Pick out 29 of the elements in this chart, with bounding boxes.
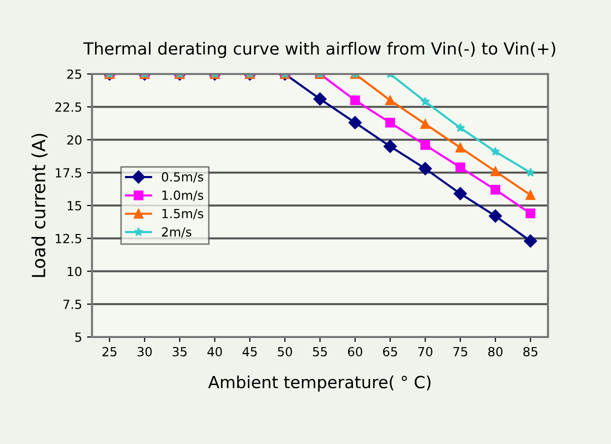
x-tick-label: 35 <box>172 346 187 356</box>
y-axis-title: Load current (A) <box>31 134 48 277</box>
y-tick-label: 7.5 <box>63 300 82 310</box>
x-tick-label: 50 <box>278 346 292 356</box>
y-tick-label: 12.5 <box>56 234 82 244</box>
x-axis-title: Ambient temperature( ° C) <box>208 375 430 392</box>
legend-label: 0.5m/s <box>162 172 204 183</box>
x-tick-label: 70 <box>418 346 432 356</box>
x-tick-label: 65 <box>383 346 398 356</box>
x-tick-label: 80 <box>488 346 503 356</box>
y-tick-label: 25 <box>67 69 82 79</box>
y-tick-label: 15 <box>68 201 82 210</box>
x-tick-label: 55 <box>313 347 327 356</box>
legend-label: 1.5m/s <box>162 209 204 220</box>
x-tick-label: 30 <box>138 346 152 356</box>
legend-label: 1.0m/s <box>162 190 204 201</box>
legend-label: 2m/s <box>162 227 192 238</box>
x-tick-label: 45 <box>242 347 257 356</box>
y-tick-label: 10 <box>68 266 82 276</box>
x-tick-label: 40 <box>207 346 222 356</box>
chart-title: Thermal derating curve with airflow from Vin(-) to Vin(+) <box>83 42 556 58</box>
y-tick-label: 22.5 <box>55 102 82 112</box>
y-tick-label: 17.5 <box>56 168 82 178</box>
x-tick-label: 75 <box>453 347 468 356</box>
y-tick-label: 20 <box>67 135 82 145</box>
x-tick-label: 85 <box>523 346 538 356</box>
y-tick-label: 5 <box>75 332 82 342</box>
x-tick-label: 25 <box>102 346 116 356</box>
x-tick-label: 60 <box>348 346 362 356</box>
